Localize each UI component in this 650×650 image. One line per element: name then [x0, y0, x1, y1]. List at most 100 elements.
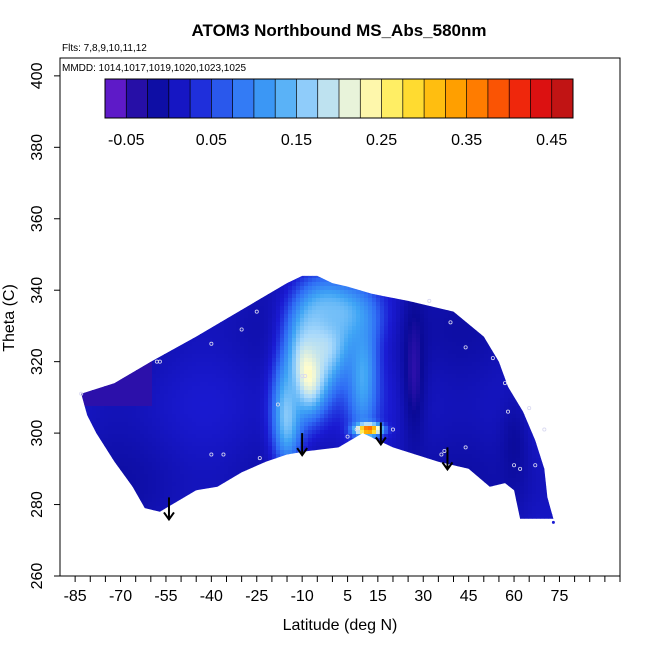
heatmap-cell: [68, 530, 72, 534]
heatmap-cell: [60, 298, 64, 302]
heatmap-cell: [200, 370, 205, 375]
heatmap-cell: [212, 342, 217, 347]
heatmap-cell: [212, 214, 216, 218]
heatmap-cell: [184, 418, 189, 423]
heatmap-cell: [176, 514, 181, 519]
heatmap-cell: [228, 374, 233, 379]
heatmap-cell: [204, 386, 209, 391]
heatmap-cell: [148, 218, 152, 222]
heatmap-cell: [72, 518, 76, 522]
heatmap-cell: [256, 374, 261, 379]
heatmap-cell: [112, 275, 117, 279]
heatmap-cell: [180, 350, 185, 355]
heatmap-cell: [72, 506, 76, 510]
heatmap-cell: [136, 398, 141, 403]
heatmap-cell: [81, 434, 85, 439]
heatmap-cell: [188, 518, 193, 519]
heatmap-cell: [260, 218, 264, 222]
heatmap-cell: [156, 430, 161, 435]
heatmap-cell: [224, 434, 229, 439]
heatmap-cell: [252, 450, 257, 455]
heatmap-cell: [160, 518, 165, 519]
heatmap-cell: [204, 446, 209, 451]
heatmap-cell: [248, 514, 253, 519]
heatmap-cell: [120, 510, 125, 515]
heatmap-cell: [128, 462, 133, 467]
heatmap-cell: [88, 482, 93, 487]
heatmap-cell: [64, 410, 68, 414]
heatmap-cell: [244, 275, 249, 279]
heatmap-cell: [180, 498, 185, 503]
heatmap-cell: [168, 562, 172, 566]
heatmap-cell: [232, 302, 237, 307]
heatmap-cell: [64, 438, 68, 442]
heatmap-cell: [116, 442, 121, 447]
heatmap-cell: [252, 202, 256, 206]
heatmap-cell: [256, 426, 261, 431]
heatmap-cell: [81, 406, 85, 411]
heatmap-cell: [212, 254, 216, 258]
heatmap-cell: [168, 538, 172, 542]
heatmap-cell: [88, 446, 93, 451]
heatmap-cell: [236, 426, 241, 431]
heatmap-cell: [84, 214, 88, 218]
heatmap-cell: [120, 246, 124, 250]
heatmap-cell: [144, 298, 149, 303]
heatmap-cell: [68, 266, 72, 270]
heatmap-cell: [260, 302, 265, 307]
heatmap-cell: [192, 398, 197, 403]
heatmap-cell: [160, 490, 165, 495]
heatmap-cell: [96, 418, 101, 423]
heatmap-cell: [60, 386, 64, 390]
heatmap-cell: [220, 554, 224, 558]
heatmap-cell: [192, 390, 197, 395]
heatmap-cell: [200, 526, 204, 530]
heatmap-cell: [152, 554, 156, 558]
heatmap-cell: [192, 406, 197, 411]
heatmap-cell: [100, 410, 105, 415]
heatmap-cell: [232, 422, 237, 427]
heatmap-cell: [80, 558, 84, 562]
heatmap-cell: [108, 538, 112, 542]
heatmap-cell: [256, 294, 261, 299]
heatmap-cell: [232, 310, 237, 315]
heatmap-cell: [264, 498, 269, 503]
heatmap-cell: [60, 538, 64, 542]
heatmap-cell: [240, 250, 244, 254]
heatmap-cell: [228, 282, 233, 287]
heatmap-cell: [232, 275, 237, 279]
heatmap-cell: [76, 478, 80, 482]
heatmap-cell: [84, 242, 88, 246]
heatmap-cell: [72, 298, 76, 302]
heatmap-cell: [68, 414, 72, 418]
heatmap-cell: [184, 526, 188, 530]
heatmap-cell: [156, 330, 161, 335]
heatmap-cell: [184, 506, 189, 511]
heatmap-cell: [188, 382, 193, 387]
heatmap-cell: [112, 402, 117, 407]
heatmap-cell: [200, 310, 205, 315]
heatmap-cell: [216, 418, 221, 423]
heatmap-cell: [176, 494, 181, 499]
heatmap-cell: [164, 442, 169, 447]
heatmap-cell: [140, 414, 145, 419]
heatmap-cell: [172, 478, 177, 483]
heatmap-cell: [204, 390, 209, 395]
heatmap-cell: [64, 202, 68, 206]
heatmap-cell: [228, 275, 233, 279]
heatmap-cell: [160, 246, 164, 250]
heatmap-cell: [244, 286, 249, 291]
heatmap-cell: [108, 506, 113, 511]
heatmap-cell: [200, 450, 205, 455]
heatmap-cell: [244, 202, 248, 206]
heatmap-cell: [96, 350, 101, 355]
heatmap-cell: [104, 450, 109, 455]
heatmap-cell: [168, 278, 173, 283]
heatmap-cell: [244, 558, 248, 562]
heatmap-cell: [132, 526, 136, 530]
heatmap-cell: [176, 510, 181, 515]
heatmap-cell: [120, 382, 125, 387]
heatmap-cell: [96, 290, 101, 295]
heatmap-cell: [264, 358, 269, 363]
heatmap-cell: [81, 510, 85, 515]
